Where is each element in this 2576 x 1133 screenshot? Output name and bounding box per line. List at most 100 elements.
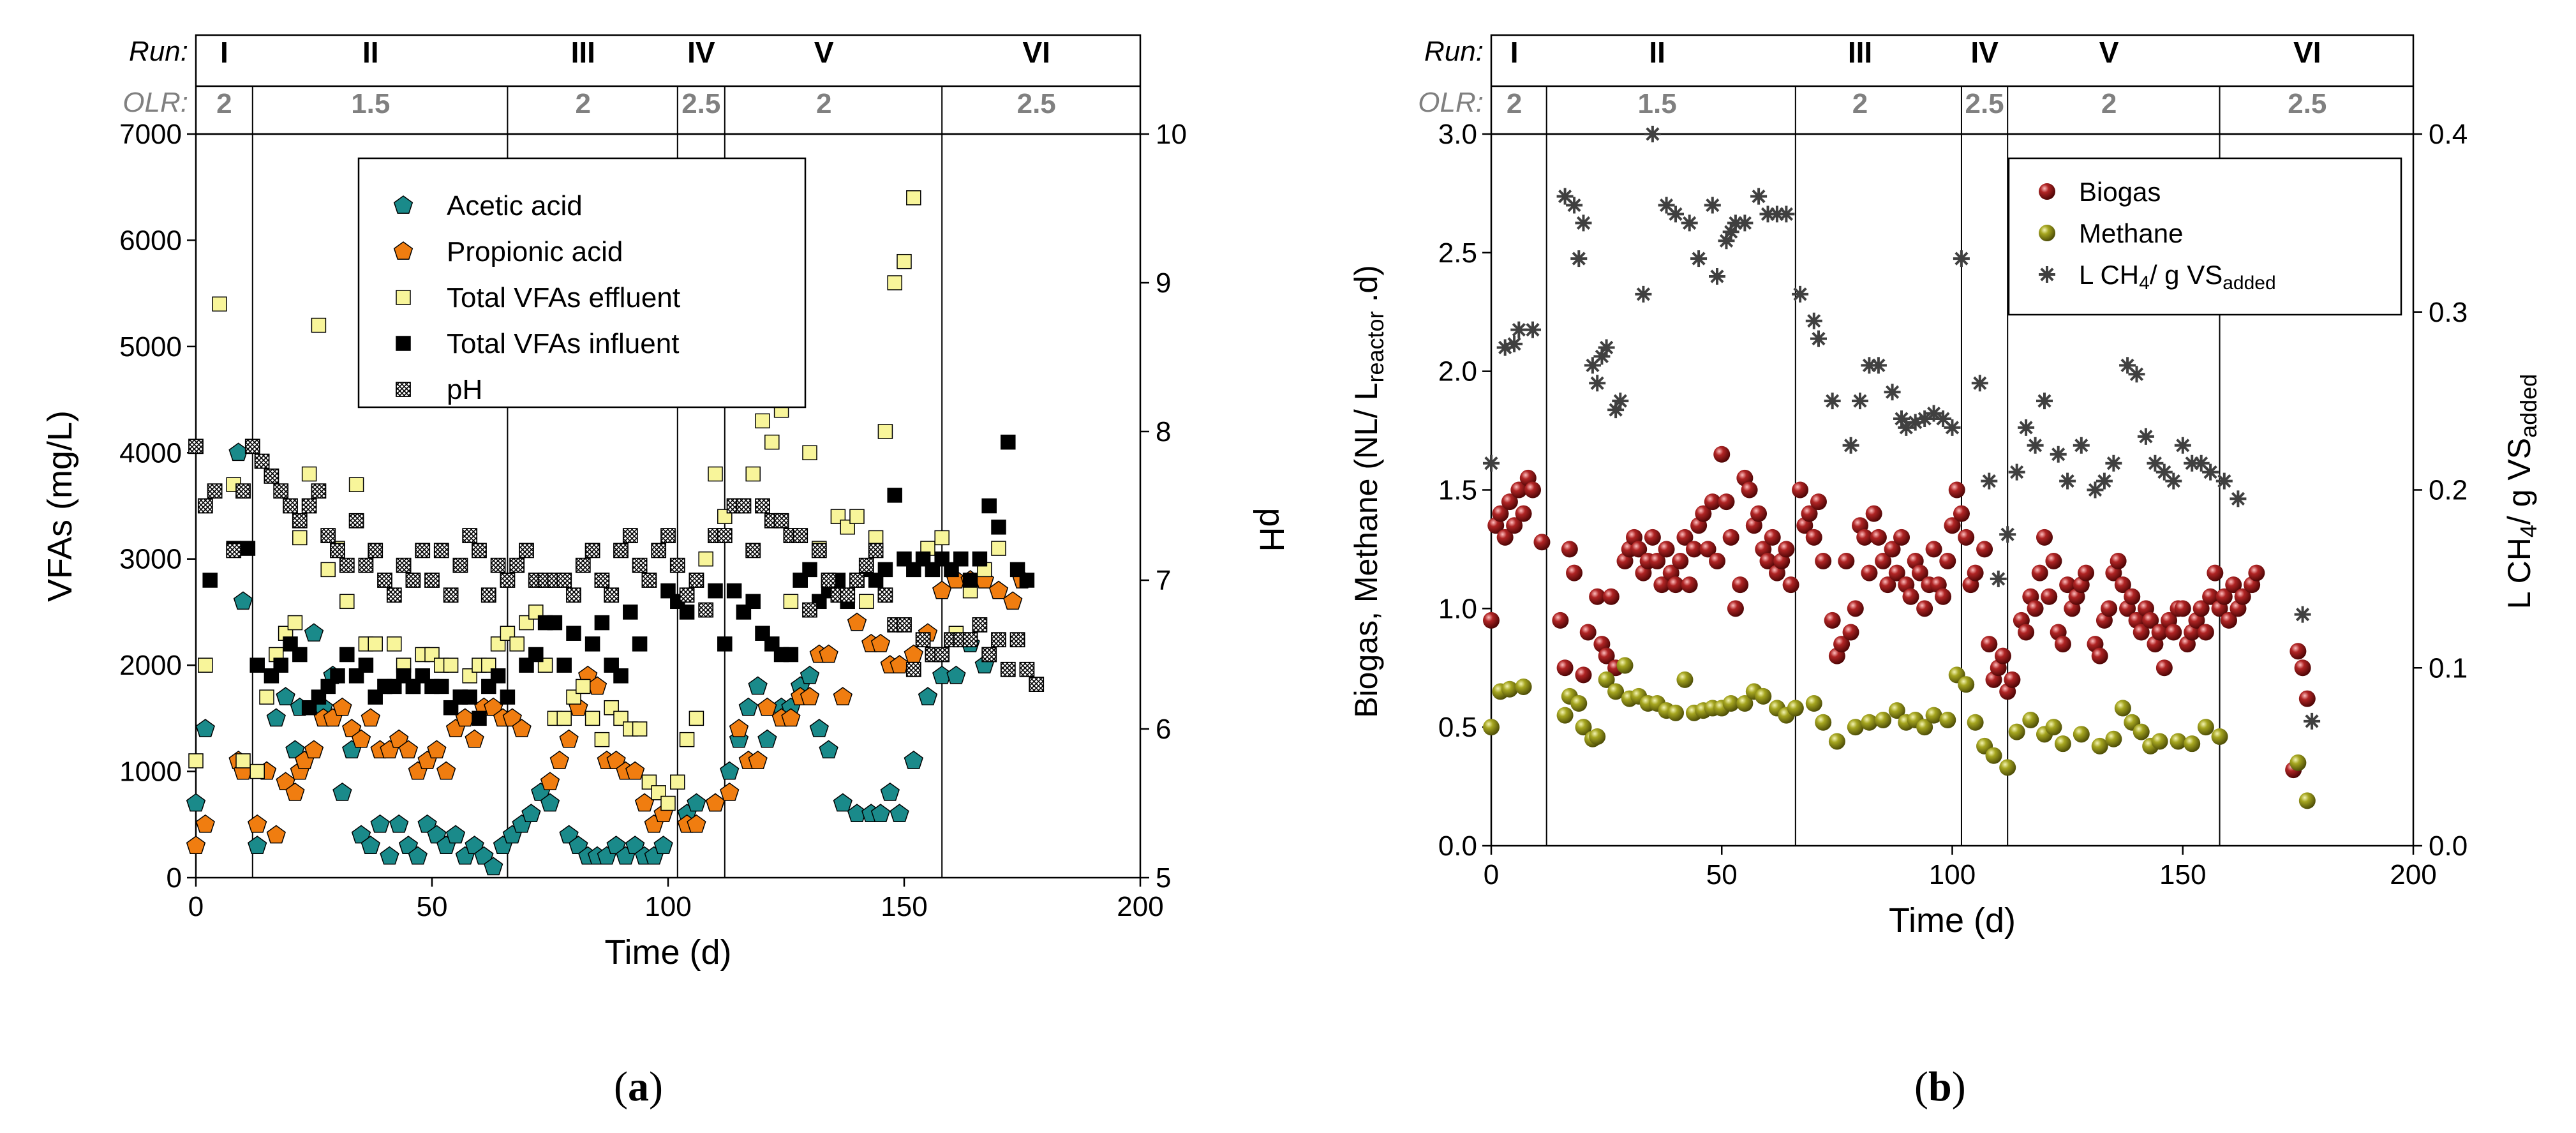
- data-point: [1676, 671, 1694, 688]
- data-point: [1566, 197, 1583, 214]
- data-point: [455, 708, 475, 727]
- legend-marker: [396, 382, 411, 397]
- data-point: [566, 626, 581, 641]
- data-point: [793, 528, 808, 543]
- data-point: [773, 513, 789, 529]
- data-point: [705, 793, 726, 812]
- data-point: [2289, 643, 2307, 660]
- data-point: [240, 541, 256, 556]
- data-point: [729, 719, 749, 737]
- data-point: [1019, 661, 1035, 677]
- data-point: [332, 782, 352, 801]
- data-point: [248, 814, 267, 833]
- data-point: [472, 543, 487, 559]
- olr-value-label: 2.5: [2288, 88, 2327, 119]
- data-point: [1556, 188, 1574, 205]
- data-point: [1935, 410, 1952, 427]
- data-point: [1722, 223, 1739, 241]
- data-point: [2184, 735, 2201, 753]
- data-point: [330, 543, 345, 559]
- data-point: [991, 541, 1006, 556]
- data-point: [434, 679, 449, 694]
- data-point: [757, 697, 777, 716]
- data-point: [972, 551, 988, 567]
- data-point: [2133, 723, 2150, 740]
- data-point: [519, 543, 534, 559]
- data-point: [484, 857, 503, 876]
- olr-value-label: 2: [2101, 88, 2117, 119]
- data-point: [1681, 576, 1698, 594]
- olr-value-label: 2: [816, 88, 831, 119]
- data-point: [521, 804, 541, 823]
- data-point: [512, 719, 532, 737]
- run-roman-label: IV: [687, 36, 715, 69]
- data-point: [2128, 366, 2145, 383]
- data-point: [991, 632, 1006, 648]
- run-roman-label: I: [1510, 36, 1519, 69]
- y-tick-label-right: 5: [1156, 862, 1171, 894]
- data-point: [386, 587, 402, 603]
- x-tick-label: 50: [1706, 859, 1738, 890]
- y-tick-label-left: 0.5: [1438, 712, 1477, 743]
- data-point: [2105, 454, 2122, 472]
- data-point: [301, 466, 317, 482]
- data-point: [1884, 541, 1901, 558]
- data-point: [1727, 600, 1744, 617]
- data-point: [1787, 700, 1804, 717]
- data-point: [877, 562, 893, 578]
- run-roman-label: V: [814, 36, 834, 69]
- data-point: [445, 825, 466, 844]
- data-point: [1898, 419, 1915, 436]
- data-point: [424, 573, 440, 588]
- data-point: [2027, 437, 2044, 454]
- data-point: [2022, 712, 2039, 729]
- data-point: [2087, 481, 2104, 499]
- data-point: [932, 580, 952, 599]
- data-point: [1607, 683, 1625, 700]
- data-point: [462, 528, 478, 543]
- data-point: [1981, 472, 1998, 490]
- data-point: [1870, 529, 1887, 546]
- data-point: [1805, 695, 1822, 712]
- data-point: [1810, 493, 1827, 511]
- data-point: [259, 689, 274, 705]
- legend-label-text: Biogas: [2079, 177, 2161, 207]
- data-point: [1792, 285, 1809, 303]
- data-point: [1570, 250, 1588, 267]
- data-point: [584, 636, 600, 652]
- y-tick-label-left: 3.0: [1438, 119, 1477, 150]
- data-point: [622, 528, 638, 543]
- data-point: [1824, 393, 1841, 410]
- legend-label-text: Methane: [2079, 218, 2183, 248]
- data-point: [292, 647, 308, 663]
- data-point: [389, 814, 409, 833]
- data-point: [726, 583, 742, 599]
- data-point: [689, 573, 704, 588]
- run-roman-label: III: [1848, 36, 1872, 69]
- data-point: [566, 587, 581, 603]
- data-point: [1884, 384, 1901, 401]
- data-point: [1515, 678, 1532, 695]
- run-roman-label: VI: [2293, 36, 2321, 69]
- data-point: [717, 636, 733, 652]
- data-point: [254, 453, 270, 469]
- data-point: [339, 594, 355, 610]
- data-point: [1589, 728, 1606, 746]
- data-point: [1750, 188, 1768, 205]
- y-axis-label-left: Biogas, Methane (NL/ Lreactor .d): [1348, 265, 1389, 718]
- data-point: [2027, 600, 2044, 617]
- data-point: [1556, 659, 1574, 677]
- data-point: [897, 617, 912, 633]
- data-point: [2170, 733, 2187, 750]
- data-point: [427, 740, 447, 759]
- data-point: [1510, 481, 1528, 499]
- data-point: [811, 543, 827, 559]
- data-point: [717, 528, 733, 543]
- data-point: [266, 825, 286, 844]
- data-point: [1879, 576, 1896, 594]
- data-point: [1935, 588, 1952, 605]
- data-point: [1888, 702, 1905, 719]
- data-point: [249, 657, 265, 673]
- data-point: [890, 804, 909, 823]
- data-point: [1676, 529, 1694, 546]
